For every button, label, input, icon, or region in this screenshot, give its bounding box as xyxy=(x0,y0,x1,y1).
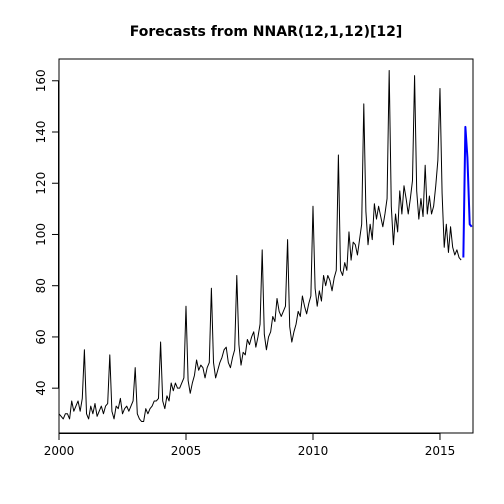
observed-series-line xyxy=(58,70,462,422)
x-tick-label: 2000 xyxy=(44,444,75,458)
y-tick-label: 60 xyxy=(34,329,48,344)
y-tick-label: 40 xyxy=(34,381,48,396)
y-tick-label: 160 xyxy=(34,69,48,92)
y-tick-label: 80 xyxy=(34,278,48,293)
x-tick-label: 2005 xyxy=(171,444,202,458)
x-tick-label: 2015 xyxy=(425,444,456,458)
y-tick-label: 140 xyxy=(34,121,48,144)
forecast-series-line xyxy=(462,125,473,258)
x-axis: 2000 2005 2010 2015 xyxy=(44,433,456,458)
x-tick-label: 2010 xyxy=(298,444,329,458)
y-tick-label: 120 xyxy=(34,172,48,195)
y-axis: 40 60 80 100 120 140 160 xyxy=(34,69,59,396)
chart-title: Forecasts from NNAR(12,1,12)[12] xyxy=(130,24,403,40)
series-layer xyxy=(58,70,473,422)
y-tick-label: 100 xyxy=(34,223,48,246)
plot-frame xyxy=(58,58,474,434)
